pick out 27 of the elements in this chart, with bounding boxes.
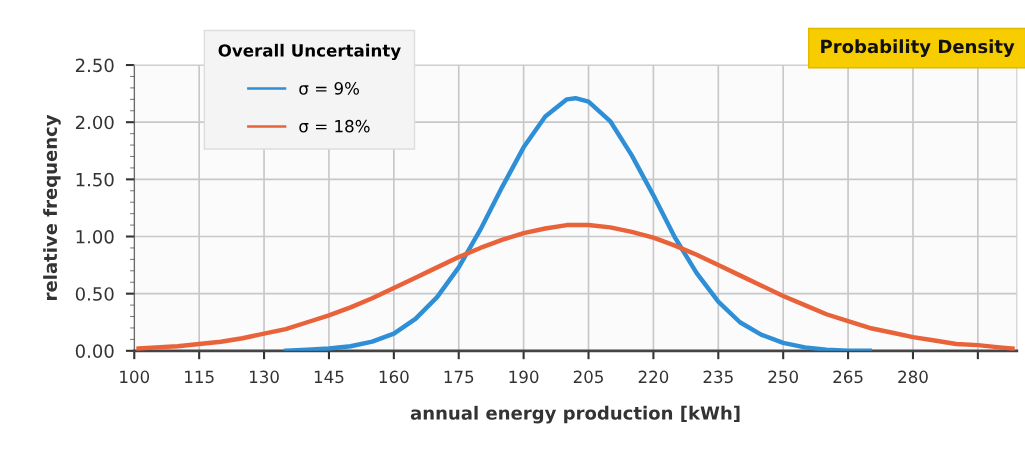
x-tick-label: 190 xyxy=(509,370,539,384)
legend-label: σ = 9% xyxy=(299,82,360,95)
x-tick-label: 205 xyxy=(573,370,603,384)
text: Probability Density xyxy=(821,39,1015,57)
x-tick-label: 100 xyxy=(120,370,150,384)
y-tick-label: 2.00 xyxy=(75,115,114,130)
y-tick-label: 2.50 xyxy=(75,58,114,73)
y-tick-label: 0.50 xyxy=(75,287,114,301)
x-tick-label: 145 xyxy=(314,370,344,384)
x-tick-label: 115 xyxy=(185,370,214,384)
x-tick-label: 160 xyxy=(379,370,409,384)
line-series xyxy=(283,95,872,351)
y-tick-label: 0.00 xyxy=(75,344,114,358)
legend-label: σ = 18% xyxy=(299,119,370,133)
x-tick-label: 250 xyxy=(768,370,798,384)
line-series xyxy=(136,222,1015,351)
x-tick-label: 280 xyxy=(898,370,928,384)
y-tick-label: 1.00 xyxy=(76,229,114,244)
x-tick-label: 220 xyxy=(638,370,669,384)
x-axis-title: annual energy production [kWh] xyxy=(410,405,740,424)
y-tick-label: 1.50 xyxy=(76,172,114,187)
y-axis-title: relative frequency xyxy=(43,114,61,300)
x-tick-label: 175 xyxy=(444,370,474,384)
legend-title: Overall Uncertainty xyxy=(218,43,401,61)
x-tick-label: 235 xyxy=(703,370,733,384)
x-tick-label: 265 xyxy=(833,370,863,384)
x-tick-label: 130 xyxy=(249,370,279,384)
